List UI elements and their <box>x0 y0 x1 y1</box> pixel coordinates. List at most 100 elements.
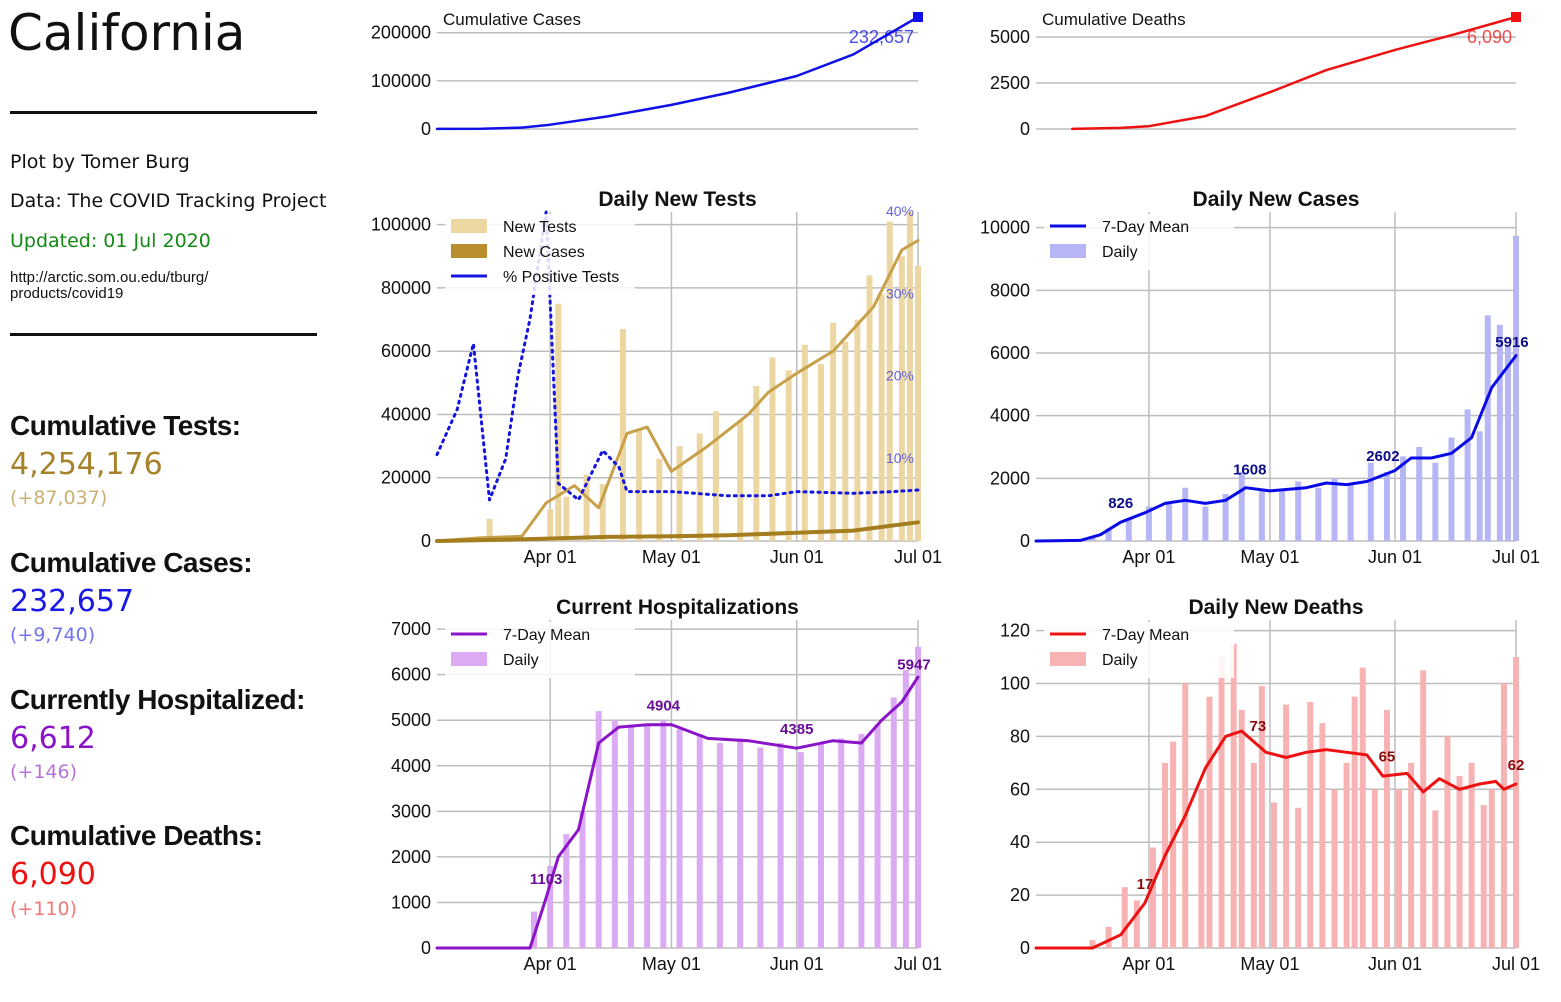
url-text: http://arctic.som.ou.edu/tburg/ products… <box>10 269 209 302</box>
daily-bar <box>1149 847 1156 948</box>
test-bar <box>737 420 744 541</box>
daily-bar <box>890 697 897 948</box>
y-tick-label: 0 <box>1020 938 1030 958</box>
daily-bar <box>1295 807 1302 948</box>
chart-cum_cases: 0 100000 200000 Cumulative Cases 232,657 <box>371 10 923 139</box>
right-tick-label: 30% <box>886 285 914 301</box>
y-tick-label: 4000 <box>391 756 431 776</box>
daily-bar <box>1283 704 1290 948</box>
y-tick-label: 100 <box>1000 673 1030 693</box>
y-tick-label: 4000 <box>990 406 1030 426</box>
daily-bar <box>1343 762 1350 948</box>
test-bar <box>599 484 606 541</box>
daily-bar <box>1331 789 1338 948</box>
chart-title: Daily New Tests <box>598 188 756 211</box>
stat-delta-cases: (+9,740) <box>10 624 96 646</box>
chart-daily_deaths: 0 20 40 60 80 100 120 Apr 01 May 01 Jun 01 Jul 01 D… <box>1000 596 1540 974</box>
daily-bar <box>1089 940 1096 948</box>
x-tick-label: Jun 01 <box>1368 954 1422 974</box>
test-bar <box>696 433 703 541</box>
end-label: 6,090 <box>1467 27 1512 47</box>
data-label: 5916 <box>1495 334 1528 351</box>
daily-bar <box>1504 346 1511 541</box>
page-title: California <box>8 4 246 62</box>
daily-bar <box>716 743 723 948</box>
daily-bar <box>1496 324 1503 541</box>
y-tick-label: 60000 <box>381 341 431 361</box>
data-label: 62 <box>1508 757 1525 774</box>
daily-bar <box>1383 709 1390 948</box>
x-tick-label: Apr 01 <box>1122 547 1175 567</box>
daily-bar <box>628 724 635 948</box>
y-tick-label: 5000 <box>990 27 1030 47</box>
x-tick-label: Jul 01 <box>1492 954 1540 974</box>
test-bar <box>547 509 554 541</box>
x-tick-label: Apr 01 <box>524 954 577 974</box>
x-tick-label: Jul 01 <box>1492 547 1540 567</box>
data-label: 4904 <box>647 698 681 715</box>
data-label: 826 <box>1108 495 1133 512</box>
credit-text: Plot by Tomer Burg <box>10 151 190 173</box>
y-tick-label: 40000 <box>381 404 431 424</box>
legend-box <box>1044 622 1234 678</box>
y-tick-label: 3000 <box>391 801 431 821</box>
test-bar <box>636 430 643 541</box>
daily-bar <box>1133 900 1140 948</box>
test-bar <box>656 458 663 541</box>
daily-bar <box>1105 528 1112 541</box>
daily-bar <box>838 738 845 948</box>
y-tick-label: 1000 <box>391 892 431 912</box>
chart-cum_deaths: 0 2500 5000 Cumulative Deaths 6,090 <box>990 10 1521 139</box>
daily-bar <box>817 743 824 948</box>
y-tick-label: 2000 <box>391 847 431 867</box>
data-label: 1103 <box>530 871 563 888</box>
test-bar <box>619 329 626 541</box>
daily-bar <box>1500 683 1507 948</box>
stat-label-tests: Cumulative Tests: <box>10 410 241 441</box>
x-tick-label: May 01 <box>1240 547 1299 567</box>
y-tick-label: 8000 <box>990 280 1030 300</box>
y-tick-label: 100000 <box>371 71 431 91</box>
test-bar <box>830 322 837 541</box>
x-tick-label: May 01 <box>1240 954 1299 974</box>
x-tick-label: Apr 01 <box>1122 954 1175 974</box>
source-text: Data: The COVID Tracking Project <box>10 190 327 212</box>
stat-value-cases: 232,657 <box>10 584 135 619</box>
daily-bar <box>1238 472 1245 541</box>
y-tick-label: 120 <box>1000 621 1030 641</box>
y-tick-label: 100000 <box>371 215 431 235</box>
daily-bar <box>1166 503 1173 541</box>
test-bar <box>906 212 913 541</box>
legend-swatch <box>1050 652 1086 666</box>
mean-line <box>1034 354 1518 543</box>
x-tick-label: Apr 01 <box>524 547 577 567</box>
cases-mean-line <box>435 520 920 543</box>
y-tick-label: 200000 <box>371 23 431 43</box>
chart-title: Cumulative Cases <box>443 10 581 29</box>
stat-value-hospitalized: 6,612 <box>10 721 96 756</box>
chart-hospitalizations: 0 1000 2000 3000 4000 5000 6000 7000 Apr 01 May 0… <box>391 596 942 974</box>
daily-bar <box>1222 494 1229 541</box>
test-bar <box>563 496 570 541</box>
test-bar <box>555 303 562 541</box>
daily-bar <box>1089 536 1096 541</box>
test-bar <box>801 344 808 541</box>
x-tick-label: Jun 01 <box>770 954 824 974</box>
daily-bar <box>1295 481 1302 541</box>
sidebar: California Plot by Tomer Burg Data: The … <box>0 0 330 1002</box>
divider-bottom <box>10 333 317 336</box>
chart-daily_cases: 0 2000 4000 6000 8000 10000 Apr 01 May 01 Jun 01… <box>980 188 1540 567</box>
y-tick-label: 0 <box>1020 119 1030 139</box>
mean-line <box>435 675 920 950</box>
daily-bar <box>1476 431 1483 541</box>
daily-bar <box>1444 736 1451 948</box>
right-tick-label: 20% <box>886 368 914 384</box>
daily-bar <box>1315 487 1322 541</box>
daily-bar <box>1408 762 1415 948</box>
positive-pct-line <box>435 210 920 502</box>
legend-box <box>1044 214 1234 270</box>
daily-bar <box>1396 789 1403 948</box>
daily-bar <box>1480 805 1487 948</box>
daily-bar <box>1456 776 1463 948</box>
